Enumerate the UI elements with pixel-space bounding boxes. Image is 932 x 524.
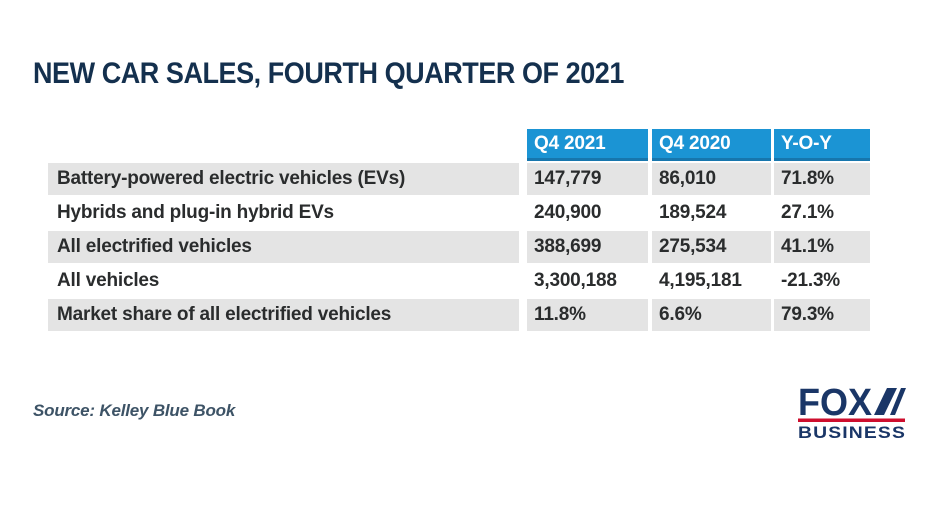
cell-q4-2021: 3,300,188: [534, 270, 617, 291]
cell-yoy: 71.8%: [774, 163, 870, 195]
searchlight-beam-icon: [874, 388, 897, 415]
searchlight-beam-thin-icon: [890, 388, 906, 415]
cell-q4-2021: 147,779: [527, 163, 648, 195]
cell-yoy: 41.1%: [774, 231, 870, 263]
cell-q4-2021: 11.8%: [527, 299, 648, 331]
table-row: All electrified vehicles 388,699 275,534…: [48, 231, 870, 263]
table-body: Battery-powered electric vehicles (EVs) …: [48, 163, 870, 331]
fox-wordmark: FOX: [798, 386, 873, 424]
source-caption: Source: Kelley Blue Book: [33, 401, 236, 420]
cell-yoy: 27.1%: [781, 202, 834, 223]
row-label: Hybrids and plug-in hybrid EVs: [57, 202, 334, 223]
column-header-y-o-y: Y-O-Y: [774, 129, 870, 161]
sales-table: Q4 2021 Q4 2020 Y-O-Y Battery-powered elec…: [48, 129, 870, 333]
cell-q4-2021: 240,900: [534, 202, 602, 223]
column-header-q4-2020: Q4 2020: [652, 129, 771, 161]
column-header-q4-2021: Q4 2021: [527, 129, 648, 161]
cell-q4-2021: 388,699: [527, 231, 648, 263]
table-row: Hybrids and plug-in hybrid EVs 240,900 1…: [48, 197, 870, 229]
page-title: NEW CAR SALES, FOURTH QUARTER OF 2021: [33, 57, 624, 90]
row-label: All electrified vehicles: [48, 231, 519, 263]
cell-q4-2020: 275,534: [652, 231, 771, 263]
row-label: All vehicles: [57, 270, 160, 291]
table-header-row: Q4 2021 Q4 2020 Y-O-Y: [48, 129, 870, 161]
logo-red-rule: [798, 418, 905, 422]
fox-business-logo-graphic: FOX BUSINESS: [798, 382, 906, 442]
cell-q4-2020: 86,010: [652, 163, 771, 195]
table-row: All vehicles 3,300,188 4,195,181 -21.3%: [48, 265, 870, 297]
cell-q4-2020: 6.6%: [652, 299, 771, 331]
cell-yoy: -21.3%: [781, 270, 841, 291]
row-label: Market share of all electrified vehicles: [48, 299, 519, 331]
fox-business-logo: FOX BUSINESS: [798, 382, 906, 442]
header-spacer: [48, 129, 527, 161]
business-wordmark: BUSINESS: [798, 423, 906, 442]
cell-q4-2020: 189,524: [659, 202, 727, 223]
row-label: Battery-powered electric vehicles (EVs): [48, 163, 519, 195]
table-row: Battery-powered electric vehicles (EVs) …: [48, 163, 870, 195]
cell-yoy: 79.3%: [774, 299, 870, 331]
table-row: Market share of all electrified vehicles…: [48, 299, 870, 331]
cell-q4-2020: 4,195,181: [659, 270, 742, 291]
